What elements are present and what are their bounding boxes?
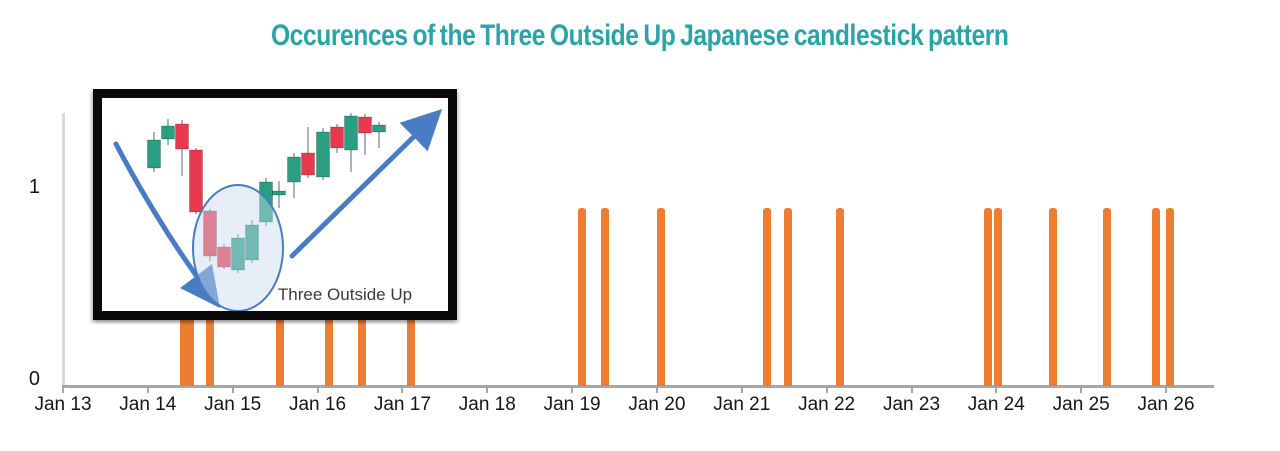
bearish-candle <box>175 123 189 150</box>
x-axis-tick <box>995 387 998 393</box>
occurrence-bar <box>994 208 1002 386</box>
x-axis-tick <box>1080 387 1083 393</box>
occurrence-bar <box>578 208 587 386</box>
chart-title-text: Occurences of the Three Outside Up Japan… <box>271 19 1009 52</box>
y-tick-label-0: 0 <box>28 368 40 390</box>
x-tick-label: Jan 24 <box>967 394 1025 415</box>
occurrence-bar <box>783 208 792 386</box>
occurrence-bar <box>1102 208 1111 386</box>
y-tick-label-1: 1 <box>28 176 40 198</box>
candlestick-illustration: Three Outside Up <box>113 108 443 311</box>
pattern-inset: Three Outside Up <box>93 89 457 320</box>
x-axis-tick <box>62 387 64 393</box>
occurrence-bar <box>983 208 992 386</box>
occurrence-bar <box>1151 208 1160 386</box>
bearish-candle <box>301 152 315 176</box>
bullish-candle <box>245 224 259 261</box>
inset-caption: Three Outside Up <box>278 285 412 304</box>
chart-title: Occurences of the Three Outside Up Japan… <box>0 18 1280 54</box>
x-axis-tick <box>1165 387 1167 393</box>
y-axis-line <box>62 113 65 386</box>
x-tick-label: Jan 19 <box>543 394 601 415</box>
bullish-candle <box>316 131 330 178</box>
x-tick-label: Jan 13 <box>34 394 92 415</box>
x-tick-label: Jan 16 <box>288 394 347 415</box>
bearish-candle <box>330 126 344 149</box>
occurrence-bar <box>763 208 772 386</box>
x-tick-label: Jan 14 <box>119 394 177 415</box>
bullish-candle <box>231 237 245 271</box>
x-tick-label: Jan 21 <box>713 394 771 415</box>
bullish-candle <box>272 190 286 196</box>
bearish-candle <box>217 246 231 268</box>
x-axis-tick <box>571 387 574 393</box>
x-axis-tick <box>486 387 489 393</box>
x-tick-label: Jan 17 <box>373 394 431 415</box>
x-tick-label: Jan 20 <box>628 394 686 415</box>
bullish-candle <box>161 125 175 140</box>
occurrence-bar <box>1049 208 1058 386</box>
bearish-candle <box>203 210 217 257</box>
occurrence-bar <box>657 208 666 386</box>
uptrend-arrow <box>289 108 443 259</box>
x-labels-row: Jan 13 Jan 14 Jan 15 Jan 16 Jan 17 Jan 18 Jan … <box>0 394 1280 420</box>
candles-group <box>147 113 386 273</box>
bullish-candle <box>259 181 273 223</box>
x-axis-tick <box>825 387 828 393</box>
pattern-highlight-ellipse <box>192 184 284 311</box>
x-axis-tick <box>910 387 913 393</box>
occurrence-bar <box>1166 208 1175 386</box>
bullish-candle <box>344 115 358 151</box>
x-axis-line <box>62 385 1214 388</box>
x-axis-tick <box>401 387 404 393</box>
x-tick-label: Jan 22 <box>798 394 856 415</box>
occurrence-bar <box>601 208 610 386</box>
bullish-candle <box>147 139 161 169</box>
bullish-candle <box>372 124 386 133</box>
x-tick-label: Jan 26 <box>1137 394 1195 415</box>
x-tick-label: Jan 15 <box>204 394 262 415</box>
bearish-candle <box>189 149 203 213</box>
x-axis-tick <box>316 387 319 393</box>
occurrence-bar <box>836 208 845 386</box>
x-tick-label: Jan 23 <box>882 394 941 415</box>
x-axis-tick <box>146 387 149 393</box>
x-axis-tick <box>231 387 234 393</box>
bullish-candle <box>287 156 301 183</box>
x-axis-tick <box>655 387 658 393</box>
x-axis-tick <box>740 387 743 393</box>
bearish-candle <box>358 116 372 134</box>
x-tick-label: Jan 18 <box>458 394 516 415</box>
x-tick-label: Jan 25 <box>1052 394 1110 415</box>
